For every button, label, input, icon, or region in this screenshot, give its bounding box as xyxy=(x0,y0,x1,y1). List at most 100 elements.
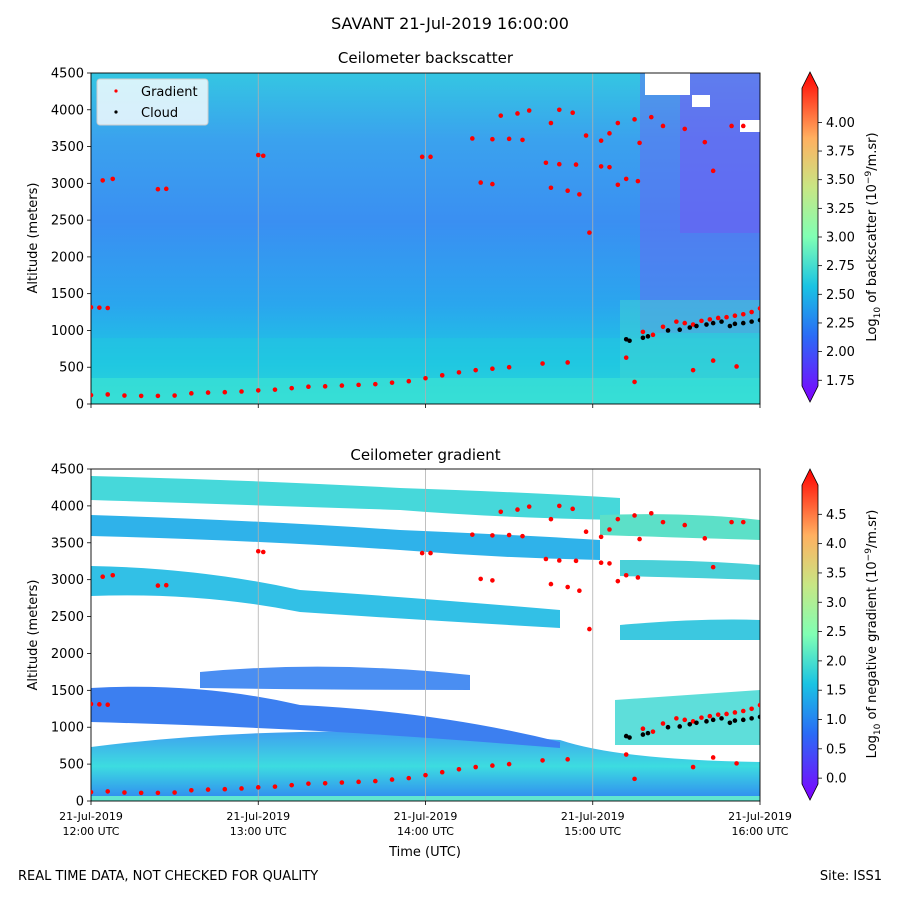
gradient-marker xyxy=(428,550,433,556)
gradient-colorbar-label: Log10 of negative gradient (10−9/m.sr) xyxy=(864,510,883,759)
gradient-marker xyxy=(757,702,760,708)
gradient-marker xyxy=(615,182,621,188)
gradient-marker xyxy=(635,178,641,184)
y-tick-label: 4000 xyxy=(51,499,84,514)
gradient-marker xyxy=(565,188,570,193)
x-tick-label-date: 21-Jul-2019 xyxy=(394,810,458,823)
x-tick-label-date: 21-Jul-2019 xyxy=(728,810,792,823)
gradient-marker xyxy=(650,729,656,734)
x-tick-label-date: 21-Jul-2019 xyxy=(59,810,123,823)
gradient-marker xyxy=(490,763,495,768)
gradient-marker xyxy=(456,766,462,772)
gradient-marker xyxy=(707,317,713,322)
cloud-marker xyxy=(627,735,632,740)
colorbar-tick-label: 2.0 xyxy=(826,654,847,669)
y-tick-label: 500 xyxy=(59,361,84,376)
cloud-marker xyxy=(732,321,738,327)
cloud-marker xyxy=(719,319,724,324)
gradient-marker xyxy=(272,784,278,789)
gradient-marker xyxy=(339,780,345,785)
gradient-marker xyxy=(172,790,177,795)
gradient-marker xyxy=(587,626,592,632)
gradient-marker xyxy=(155,186,161,192)
gradient-marker xyxy=(255,388,261,393)
gradient-marker xyxy=(428,154,433,160)
gradient-marker xyxy=(163,186,169,192)
cloud-marker xyxy=(687,721,693,727)
backscatter-colorbar-label: Log10 of backscatter (10−9/m.sr) xyxy=(864,132,883,341)
gradient-marker xyxy=(439,769,445,775)
gradient-marker xyxy=(97,702,102,707)
gradient-marker xyxy=(189,391,194,396)
y-tick-label: 4500 xyxy=(51,67,84,82)
colorbar-tick-label: 1.0 xyxy=(826,713,847,728)
gradient-marker xyxy=(729,519,734,525)
gradient-marker xyxy=(490,181,495,187)
gradient-marker xyxy=(710,755,716,760)
gradient-marker xyxy=(632,117,637,122)
gradient-marker xyxy=(373,381,378,387)
gradient-marker xyxy=(356,779,361,785)
y-tick-label: 1500 xyxy=(51,287,84,302)
x-tick-label-time: 14:00 UTC xyxy=(397,825,454,838)
gradient-marker xyxy=(565,360,570,365)
gradient-marker xyxy=(557,558,562,563)
gradient-marker xyxy=(506,364,512,370)
gradient-marker xyxy=(682,522,688,528)
gradient-marker xyxy=(573,162,579,167)
gradient-marker xyxy=(690,764,696,770)
gradient-marker xyxy=(740,311,746,317)
gradient-marker xyxy=(734,364,739,369)
quality-disclaimer: REAL TIME DATA, NOT CHECKED FOR QUALITY xyxy=(18,869,319,884)
gradient-marker xyxy=(91,701,94,707)
gradient-marker xyxy=(540,758,545,763)
legend-cloud-label: Cloud xyxy=(141,106,178,121)
colorbar-tick-label: 2.00 xyxy=(826,345,855,360)
site-label: Site: ISS1 xyxy=(819,869,882,884)
x-axis-label: Time (UTC) xyxy=(388,845,461,860)
gradient-marker xyxy=(373,778,378,784)
gradient-marker xyxy=(289,782,295,788)
x-tick-label-time: 15:00 UTC xyxy=(564,825,621,838)
backscatter-colorbar xyxy=(801,71,819,403)
gradient-marker xyxy=(91,392,94,398)
cloud-marker xyxy=(757,317,760,323)
gradient-marker xyxy=(389,777,395,782)
gradient-marker xyxy=(91,304,94,310)
cloud-marker xyxy=(757,714,760,720)
gradient-marker xyxy=(222,389,228,395)
colorbar-tick-label: 3.50 xyxy=(826,173,855,188)
gradient-marker xyxy=(607,561,612,566)
y-tick-label: 1000 xyxy=(51,721,84,736)
cloud-marker xyxy=(640,732,646,737)
gradient-marker xyxy=(707,713,713,719)
legend-gradient-marker xyxy=(114,89,118,93)
gradient-marker xyxy=(607,527,612,532)
gradient-marker xyxy=(100,178,106,183)
gradient-marker xyxy=(473,367,478,373)
figure-title: SAVANT 21-Jul-2019 16:00:00 xyxy=(331,14,569,33)
gradient-marker xyxy=(749,706,754,712)
gradient-marker xyxy=(456,370,462,375)
gradient-marker xyxy=(356,382,361,388)
gradient-marker xyxy=(155,583,161,588)
y-tick-label: 1500 xyxy=(51,684,84,699)
colorbar-tick-label: 3.00 xyxy=(826,231,855,246)
cloud-marker xyxy=(665,724,671,730)
gradient-marker xyxy=(598,138,604,143)
cloud-marker xyxy=(740,320,746,326)
y-tick-label: 3500 xyxy=(51,140,84,155)
gradient-y-axis-label: Altitude (meters) xyxy=(26,580,41,691)
colorbar-tick-label: 2.5 xyxy=(826,625,847,640)
gradient-marker xyxy=(322,384,328,389)
gradient-marker xyxy=(122,790,127,795)
gradient-marker xyxy=(105,789,111,794)
gradient-marker xyxy=(520,533,525,539)
gradient-marker xyxy=(577,588,582,594)
gradient-marker xyxy=(583,529,589,535)
cloud-marker xyxy=(645,334,651,339)
colorbar-tick-label: 3.0 xyxy=(826,596,847,611)
cloud-marker xyxy=(687,325,693,330)
cloud-marker xyxy=(627,338,632,344)
gradient-marker xyxy=(515,111,520,116)
